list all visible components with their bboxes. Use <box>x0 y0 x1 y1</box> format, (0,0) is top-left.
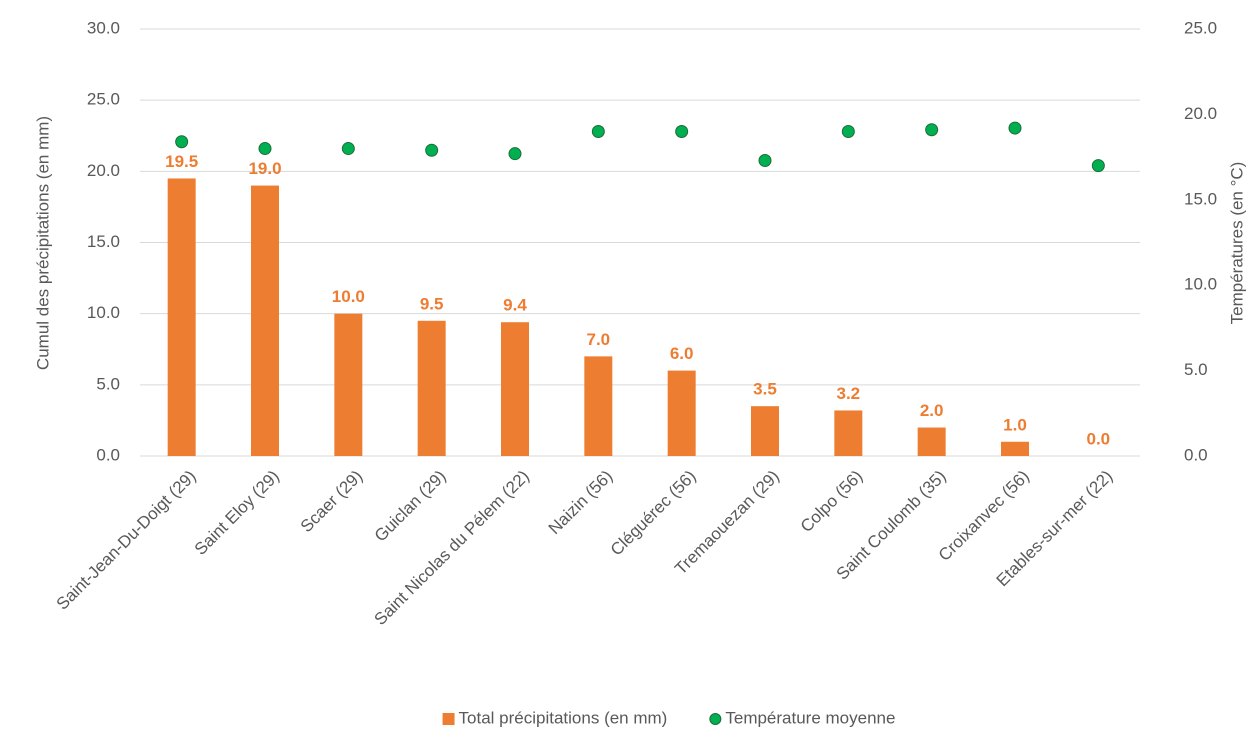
x-tick-label: Saint-Jean-Du-Doigt (29) <box>53 467 200 614</box>
bar <box>584 356 613 456</box>
bar <box>334 313 363 456</box>
y-tick-label: 15.0 <box>87 232 120 251</box>
y-tick-label: 0.0 <box>96 445 120 464</box>
data-label: 7.0 <box>587 330 611 349</box>
point <box>1008 121 1022 135</box>
data-label: 3.5 <box>753 380 777 399</box>
point <box>758 154 772 168</box>
legend-label: Température moyenne <box>725 708 895 727</box>
y-axis-title: Cumul des précipitations (en mm) <box>33 116 52 370</box>
data-label: 0.0 <box>1087 429 1111 448</box>
data-label: 1.0 <box>1003 415 1027 434</box>
point <box>925 123 939 137</box>
bar <box>834 410 863 456</box>
y2-tick-label: 15.0 <box>1184 189 1217 208</box>
y2-tick-label: 20.0 <box>1184 104 1217 123</box>
point <box>675 124 689 138</box>
bar <box>917 427 946 456</box>
x-tick-label: Scaer (29) <box>297 467 367 537</box>
data-label: 19.0 <box>248 159 281 178</box>
data-label: 10.0 <box>332 287 365 306</box>
data-label: 9.5 <box>420 294 444 313</box>
x-tick-label: Saint Nicolas du Pélem (22) <box>371 467 533 629</box>
x-tick-label: Colpo (56) <box>797 467 867 537</box>
data-label: 2.0 <box>920 401 944 420</box>
x-tick-label: Saint Eloy (29) <box>191 467 283 559</box>
y2-tick-label: 25.0 <box>1184 18 1217 37</box>
bar <box>417 320 446 456</box>
legend-swatch <box>442 713 455 725</box>
y-tick-label: 30.0 <box>87 18 120 37</box>
point <box>591 124 605 138</box>
point <box>425 143 439 157</box>
y-tick-label: 20.0 <box>87 161 120 180</box>
x-tick-label: Guiclan (29) <box>371 467 450 546</box>
data-label: 6.0 <box>670 344 694 363</box>
y-tick-label: 5.0 <box>96 374 120 393</box>
point <box>1091 159 1105 173</box>
point <box>175 135 189 149</box>
bar <box>667 370 696 456</box>
legend-label: Total précipitations (en mm) <box>459 708 668 727</box>
bar <box>167 178 196 456</box>
bar <box>251 185 279 457</box>
bar <box>501 322 529 456</box>
bar <box>751 406 779 456</box>
x-tick-label: Cléguérec (56) <box>607 467 700 560</box>
data-label: 19.5 <box>165 152 198 171</box>
y2-tick-label: 5.0 <box>1184 360 1208 379</box>
point <box>341 142 355 156</box>
x-tick-label: Naizin (56) <box>545 467 617 539</box>
point <box>841 124 855 138</box>
bar <box>1001 441 1029 456</box>
point <box>508 147 522 161</box>
data-label: 9.4 <box>503 296 527 315</box>
y-tick-label: 25.0 <box>87 90 120 109</box>
y2-axis-title: Températures (en °C) <box>1227 162 1246 325</box>
legend-swatch <box>709 713 722 725</box>
data-label: 3.2 <box>837 384 861 403</box>
y-tick-label: 10.0 <box>87 303 120 322</box>
y2-tick-label: 0.0 <box>1184 445 1208 464</box>
point <box>258 142 272 156</box>
y2-tick-label: 10.0 <box>1184 275 1217 294</box>
